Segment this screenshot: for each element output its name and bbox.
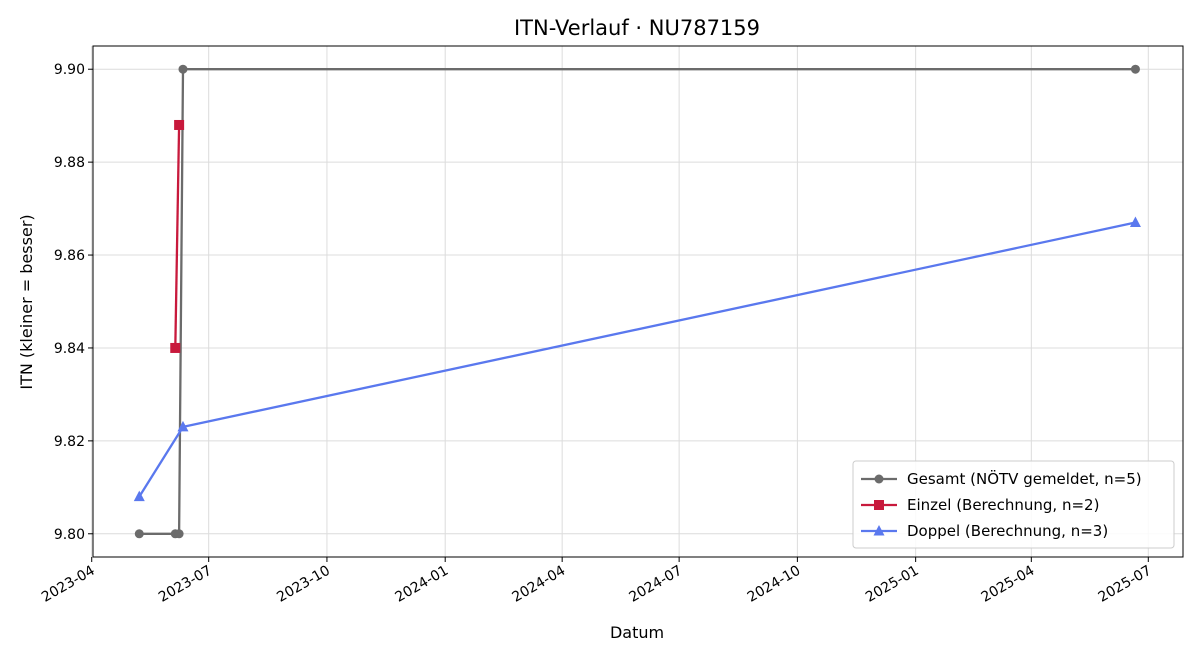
data-point (1130, 64, 1140, 74)
plot-frame (92, 45, 1184, 558)
x-axis-label: Datum (610, 623, 664, 642)
y-axis-label: ITN (kleiner = besser) (17, 214, 36, 389)
series-line (138, 221, 1136, 498)
legend: Gesamt (NÖTV gemeldet, n=5) Einzel (Berec… (852, 460, 1175, 549)
y-tick-label: 9.88 (54, 155, 85, 171)
chart-title: ITN-Verlauf · NU787159 (514, 16, 760, 40)
data-point (134, 529, 144, 539)
x-tick-label: 2024-10 (745, 563, 804, 606)
legend-label: Gesamt (NÖTV gemeldet, n=5) (907, 469, 1142, 488)
series-layer (133, 64, 1141, 539)
data-point (178, 64, 188, 74)
x-tick-label: 2023-07 (156, 563, 215, 606)
legend-swatch-marker (873, 525, 885, 536)
data-point (170, 342, 181, 353)
series-line (174, 124, 181, 349)
x-tick-label: 2025-01 (863, 563, 922, 606)
legend-box (852, 460, 1175, 549)
grid (91, 46, 1183, 557)
y-tick-label: 9.90 (54, 62, 85, 78)
data-point (174, 119, 185, 130)
x-tick-label: 2025-04 (979, 563, 1038, 606)
data-point (1129, 216, 1141, 228)
x-tick-label: 2024-01 (393, 563, 452, 606)
x-tick-label: 2024-04 (510, 563, 569, 606)
legend-swatch-marker (874, 500, 884, 510)
series-0 (134, 64, 1140, 539)
legend-label: Einzel (Berechnung, n=2) (907, 496, 1099, 514)
y-tick-label: 9.82 (54, 434, 85, 450)
y-tick-label: 9.84 (54, 341, 85, 357)
data-point (177, 420, 189, 432)
x-tick-label: 2023-10 (274, 563, 333, 606)
x-tick-label: 2024-07 (626, 563, 685, 606)
x-tick-label: 2023-04 (39, 563, 98, 606)
y-tick-label: 9.86 (54, 248, 85, 264)
legend-swatch-marker (874, 474, 884, 484)
x-tick-label: 2025-07 (1096, 563, 1155, 606)
series-1 (170, 119, 185, 353)
series-2 (133, 216, 1141, 502)
data-point (174, 529, 184, 539)
y-tick-label: 9.80 (54, 527, 85, 543)
legend-label: Doppel (Berechnung, n=3) (907, 522, 1108, 540)
data-point (133, 490, 145, 502)
